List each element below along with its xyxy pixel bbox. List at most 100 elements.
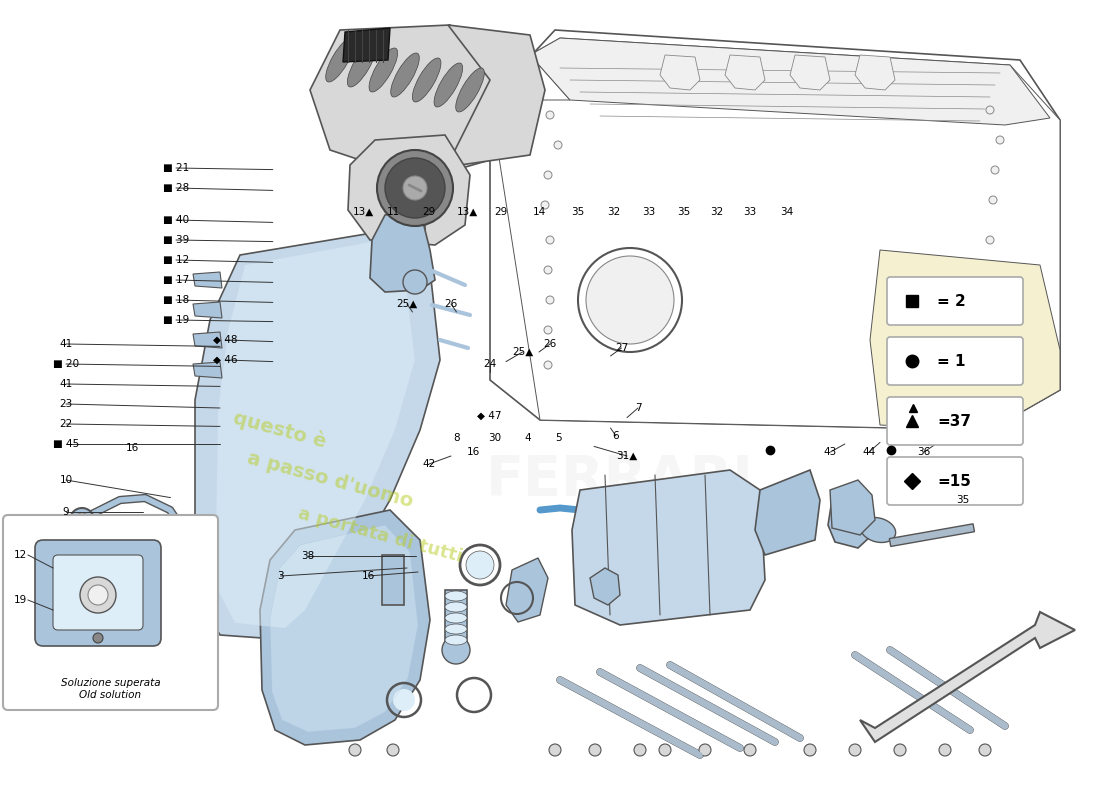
Text: 42: 42: [422, 459, 436, 469]
Text: 25▲: 25▲: [396, 299, 418, 309]
Text: =37: =37: [937, 414, 971, 429]
Text: ■ 39: ■ 39: [163, 235, 189, 245]
Polygon shape: [192, 332, 222, 348]
Circle shape: [549, 744, 561, 756]
Circle shape: [546, 296, 554, 304]
Polygon shape: [725, 55, 764, 90]
Text: 25▲: 25▲: [512, 347, 534, 357]
Circle shape: [586, 256, 674, 344]
Ellipse shape: [446, 591, 468, 601]
Text: 19: 19: [13, 595, 26, 605]
Text: 16: 16: [466, 447, 480, 457]
Polygon shape: [860, 612, 1075, 742]
Ellipse shape: [368, 48, 397, 92]
Text: 7: 7: [635, 403, 641, 413]
Polygon shape: [192, 362, 222, 378]
Ellipse shape: [455, 68, 484, 112]
Polygon shape: [343, 28, 390, 62]
Ellipse shape: [434, 63, 463, 107]
Text: ◆ 46: ◆ 46: [213, 355, 238, 365]
Polygon shape: [214, 242, 415, 628]
Polygon shape: [448, 25, 544, 165]
Ellipse shape: [860, 518, 895, 542]
Text: 4: 4: [525, 434, 531, 443]
Text: ■ 12: ■ 12: [163, 255, 189, 265]
Ellipse shape: [446, 602, 468, 612]
FancyBboxPatch shape: [887, 397, 1023, 445]
Circle shape: [507, 588, 527, 608]
Text: 30: 30: [488, 434, 502, 443]
Text: 12: 12: [13, 550, 26, 560]
Text: 38: 38: [301, 551, 315, 561]
Text: 43: 43: [824, 447, 837, 457]
Bar: [446, 590, 468, 645]
Polygon shape: [870, 250, 1060, 430]
Circle shape: [70, 508, 94, 532]
Text: 16: 16: [362, 571, 375, 581]
Text: ■ 19: ■ 19: [163, 315, 189, 325]
Text: a passo d'uomo: a passo d'uomo: [245, 449, 415, 511]
Circle shape: [349, 744, 361, 756]
Polygon shape: [348, 135, 470, 245]
Circle shape: [544, 266, 552, 274]
Circle shape: [544, 171, 552, 179]
Text: 26: 26: [444, 299, 458, 309]
Circle shape: [894, 744, 906, 756]
Text: 3: 3: [277, 571, 284, 581]
Text: Old solution: Old solution: [79, 690, 142, 700]
Circle shape: [387, 744, 399, 756]
Circle shape: [986, 236, 994, 244]
Circle shape: [804, 744, 816, 756]
Polygon shape: [490, 38, 1060, 430]
Text: 35: 35: [571, 207, 584, 217]
Polygon shape: [855, 55, 895, 90]
Circle shape: [80, 577, 116, 613]
Circle shape: [541, 201, 549, 209]
Circle shape: [554, 141, 562, 149]
Text: 35: 35: [956, 495, 969, 505]
Text: 22: 22: [59, 419, 73, 429]
Text: 32: 32: [607, 207, 620, 217]
Text: 5: 5: [556, 434, 562, 443]
Circle shape: [744, 744, 756, 756]
Circle shape: [403, 270, 427, 294]
FancyBboxPatch shape: [887, 277, 1023, 325]
Polygon shape: [490, 30, 1060, 430]
Text: 16: 16: [125, 443, 139, 453]
Ellipse shape: [446, 624, 468, 634]
Bar: [890, 524, 975, 546]
Circle shape: [634, 744, 646, 756]
Ellipse shape: [326, 38, 354, 82]
Circle shape: [979, 744, 991, 756]
Text: ■ 45: ■ 45: [53, 439, 79, 449]
Text: ◆ 48: ◆ 48: [213, 335, 238, 345]
Text: 14: 14: [532, 207, 546, 217]
FancyBboxPatch shape: [887, 337, 1023, 385]
Circle shape: [544, 361, 552, 369]
FancyBboxPatch shape: [887, 457, 1023, 505]
Text: a portata di tutti: a portata di tutti: [296, 504, 464, 566]
Ellipse shape: [390, 53, 419, 97]
Circle shape: [88, 585, 108, 605]
Text: ■ 17: ■ 17: [163, 275, 189, 285]
Polygon shape: [530, 38, 1050, 125]
Polygon shape: [755, 470, 820, 555]
Text: 24: 24: [483, 359, 496, 369]
FancyBboxPatch shape: [53, 555, 143, 630]
Circle shape: [466, 551, 494, 579]
Polygon shape: [192, 302, 222, 318]
Circle shape: [939, 744, 952, 756]
Circle shape: [849, 744, 861, 756]
Polygon shape: [310, 25, 500, 180]
Text: 6: 6: [613, 431, 619, 441]
Circle shape: [698, 744, 711, 756]
Circle shape: [996, 136, 1004, 144]
Ellipse shape: [446, 635, 468, 645]
Text: ■ 18: ■ 18: [163, 295, 189, 305]
Polygon shape: [830, 480, 874, 535]
Text: ■ 20: ■ 20: [53, 359, 79, 369]
Polygon shape: [572, 470, 764, 625]
Polygon shape: [192, 272, 222, 288]
Circle shape: [393, 689, 415, 711]
Ellipse shape: [348, 43, 376, 87]
